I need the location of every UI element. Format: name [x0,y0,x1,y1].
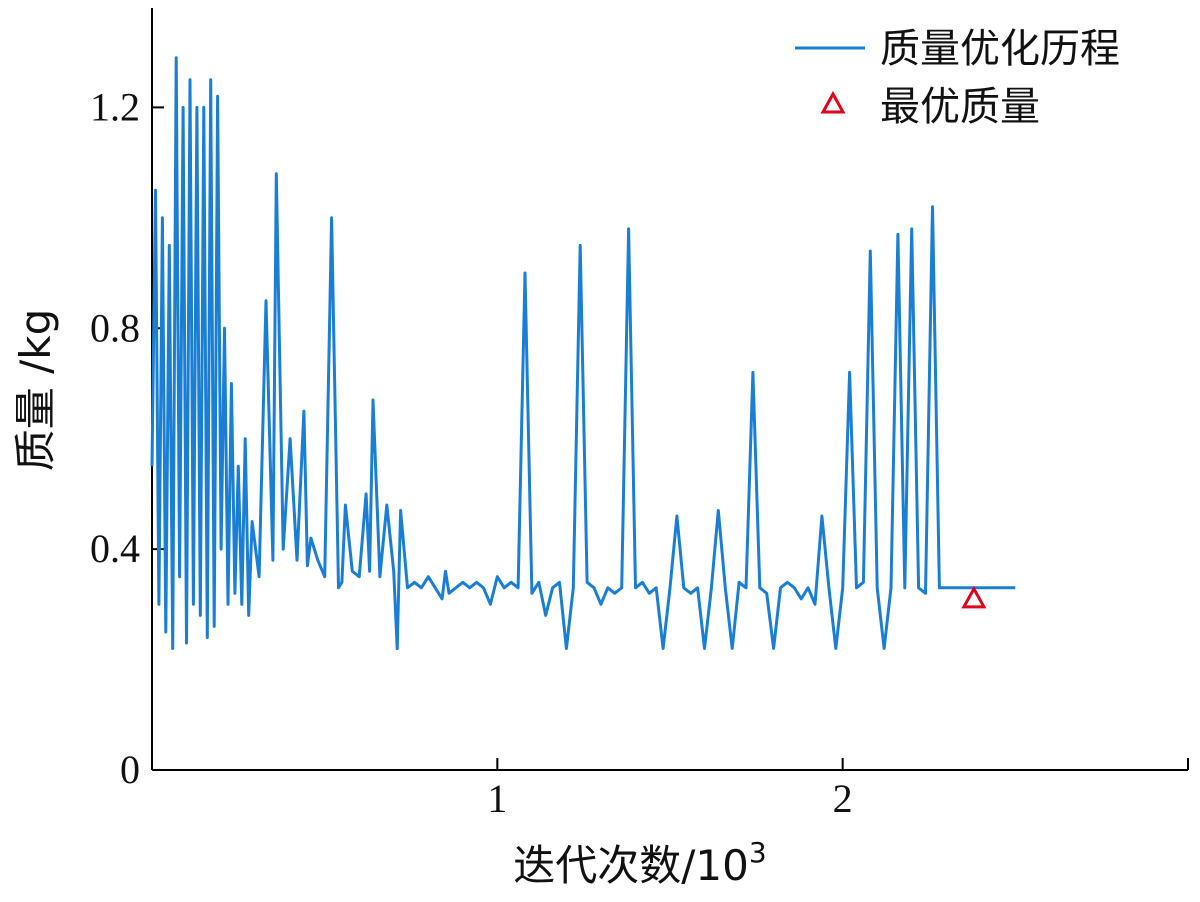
legend-label-best-mass: 最优质量 [880,84,1040,130]
legend-label-mass-history: 质量优化历程 [880,26,1120,72]
legend-marker-swatch [820,90,846,114]
y-tick-label: 0.4 [90,526,140,571]
plot-area [150,56,1016,650]
x-tick-label: 2 [833,776,853,821]
series-line-mass-history [150,56,1016,650]
y-tick-label: 0 [120,747,140,792]
label-group: 迭代次数/103 质量 /kg [11,309,767,890]
marker-best-mass [961,585,987,609]
tick-group: 0 0.4 0.8 1.2 1 2 [90,84,853,821]
x-axis-title: 迭代次数/103 [513,836,766,890]
x-axis-title-exponent: 3 [749,836,767,869]
y-tick-label: 1.2 [90,84,140,129]
y-axis-title: 质量 /kg [11,309,60,471]
x-tick-label: 1 [487,776,507,821]
y-tick-label: 0.8 [90,305,140,350]
